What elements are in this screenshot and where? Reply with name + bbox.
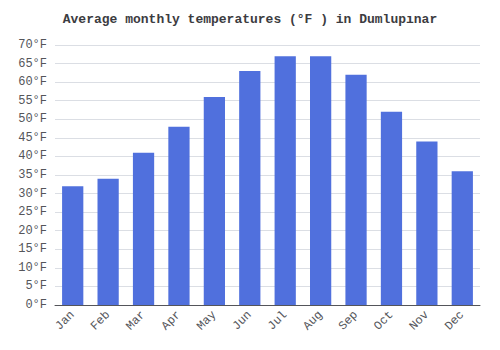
- svg-text:Sep: Sep: [336, 308, 361, 333]
- svg-text:20°F: 20°F: [18, 224, 47, 238]
- svg-text:Feb: Feb: [88, 308, 113, 333]
- svg-text:Mar: Mar: [123, 308, 148, 333]
- svg-text:15°F: 15°F: [18, 242, 47, 256]
- svg-text:Jun: Jun: [230, 308, 255, 333]
- svg-text:Jul: Jul: [265, 308, 290, 333]
- svg-text:50°F: 50°F: [18, 112, 47, 126]
- svg-text:Average monthly temperatures (: Average monthly temperatures (°F ) in Du…: [63, 12, 437, 27]
- svg-text:30°F: 30°F: [18, 187, 47, 201]
- svg-text:70°F: 70°F: [18, 38, 47, 52]
- svg-text:Apr: Apr: [159, 308, 184, 333]
- svg-text:Oct: Oct: [371, 308, 396, 333]
- svg-text:5°F: 5°F: [25, 279, 47, 293]
- svg-text:Dec: Dec: [442, 308, 467, 333]
- svg-text:Jan: Jan: [53, 308, 78, 333]
- svg-text:65°F: 65°F: [18, 57, 47, 71]
- svg-text:10°F: 10°F: [18, 261, 47, 275]
- svg-text:55°F: 55°F: [18, 94, 47, 108]
- svg-text:0°F: 0°F: [25, 298, 47, 312]
- svg-text:May: May: [194, 308, 219, 333]
- svg-text:Aug: Aug: [300, 308, 325, 333]
- svg-text:40°F: 40°F: [18, 149, 47, 163]
- svg-text:35°F: 35°F: [18, 168, 47, 182]
- svg-text:45°F: 45°F: [18, 131, 47, 145]
- svg-text:Nov: Nov: [407, 308, 432, 333]
- svg-text:25°F: 25°F: [18, 205, 47, 219]
- svg-text:60°F: 60°F: [18, 75, 47, 89]
